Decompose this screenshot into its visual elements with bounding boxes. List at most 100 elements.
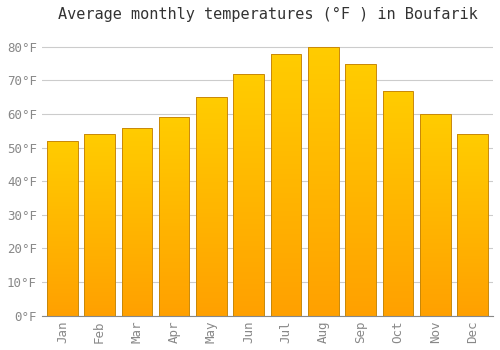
Bar (196, 206, 227, 209)
Bar (196, 200, 227, 202)
Bar (84, 305, 115, 307)
Bar (159, 224, 190, 226)
Bar (159, 157, 190, 159)
Bar (346, 228, 376, 230)
Bar (47, 267, 78, 268)
Bar (458, 163, 488, 165)
Bar (458, 134, 488, 316)
Bar (84, 138, 115, 140)
Bar (382, 253, 413, 255)
Bar (382, 194, 413, 196)
Bar (234, 136, 264, 139)
Bar (271, 114, 302, 117)
Bar (458, 158, 488, 160)
Bar (308, 254, 338, 257)
Bar (159, 139, 190, 141)
Bar (122, 220, 152, 222)
Bar (196, 97, 227, 99)
Bar (420, 199, 450, 201)
Bar (122, 272, 152, 274)
Bar (420, 227, 450, 229)
Bar (271, 124, 302, 127)
Bar (47, 197, 78, 198)
Bar (308, 281, 338, 284)
Bar (47, 235, 78, 237)
Bar (458, 198, 488, 199)
Bar (308, 47, 338, 316)
Bar (84, 209, 115, 210)
Bar (458, 308, 488, 310)
Bar (346, 144, 376, 147)
Bar (382, 174, 413, 176)
Bar (271, 284, 302, 287)
Bar (159, 256, 190, 258)
Bar (420, 167, 450, 168)
Bar (84, 176, 115, 178)
Bar (47, 157, 78, 159)
Bar (382, 244, 413, 246)
Bar (271, 274, 302, 276)
Bar (346, 177, 376, 180)
Bar (122, 235, 152, 237)
Bar (308, 52, 338, 55)
Bar (271, 310, 302, 313)
Bar (84, 276, 115, 278)
Bar (308, 238, 338, 240)
Bar (159, 234, 190, 236)
Bar (234, 226, 264, 229)
Bar (159, 183, 190, 185)
Bar (271, 216, 302, 219)
Bar (271, 214, 302, 216)
Bar (420, 219, 450, 221)
Bar (234, 98, 264, 100)
Bar (308, 68, 338, 71)
Bar (234, 81, 264, 83)
Bar (420, 209, 450, 211)
Bar (84, 201, 115, 203)
Bar (420, 295, 450, 298)
Bar (122, 175, 152, 176)
Bar (308, 170, 338, 173)
Bar (196, 163, 227, 165)
Bar (234, 141, 264, 144)
Bar (308, 66, 338, 68)
Bar (196, 202, 227, 204)
Bar (458, 310, 488, 312)
Bar (346, 134, 376, 137)
Bar (196, 167, 227, 169)
Bar (47, 256, 78, 258)
Bar (84, 185, 115, 187)
Bar (196, 147, 227, 150)
Bar (420, 195, 450, 197)
Bar (196, 231, 227, 233)
Bar (458, 174, 488, 176)
Bar (196, 141, 227, 143)
Bar (420, 146, 450, 148)
Bar (458, 247, 488, 248)
Bar (308, 160, 338, 162)
Bar (308, 92, 338, 95)
Bar (458, 178, 488, 180)
Bar (308, 122, 338, 125)
Bar (346, 215, 376, 217)
Bar (346, 260, 376, 263)
Bar (234, 219, 264, 221)
Bar (346, 298, 376, 301)
Bar (458, 216, 488, 218)
Bar (196, 152, 227, 154)
Bar (234, 192, 264, 195)
Bar (271, 198, 302, 200)
Bar (122, 261, 152, 263)
Bar (382, 145, 413, 147)
Bar (420, 253, 450, 255)
Bar (308, 165, 338, 168)
Bar (271, 298, 302, 300)
Bar (420, 122, 450, 124)
Bar (234, 214, 264, 217)
Bar (346, 114, 376, 117)
Bar (458, 290, 488, 292)
Bar (271, 263, 302, 266)
Bar (196, 314, 227, 316)
Bar (382, 300, 413, 302)
Bar (420, 217, 450, 219)
